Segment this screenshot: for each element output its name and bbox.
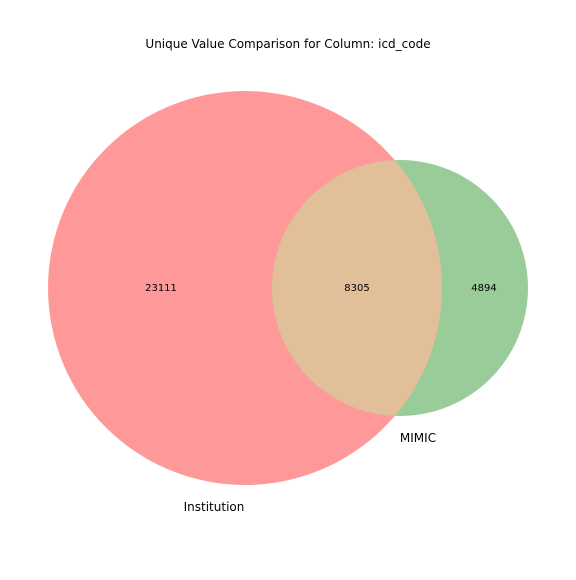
venn-intersection xyxy=(272,160,442,416)
chart-title: Unique Value Comparison for Column: icd_… xyxy=(145,37,430,51)
set-label-mimic: MIMIC xyxy=(400,431,436,445)
region-label-institution-only: 23111 xyxy=(145,283,177,294)
set-label-institution: Institution xyxy=(184,500,245,514)
region-label-intersection: 8305 xyxy=(344,283,369,294)
region-label-mimic-only: 4894 xyxy=(471,283,496,294)
